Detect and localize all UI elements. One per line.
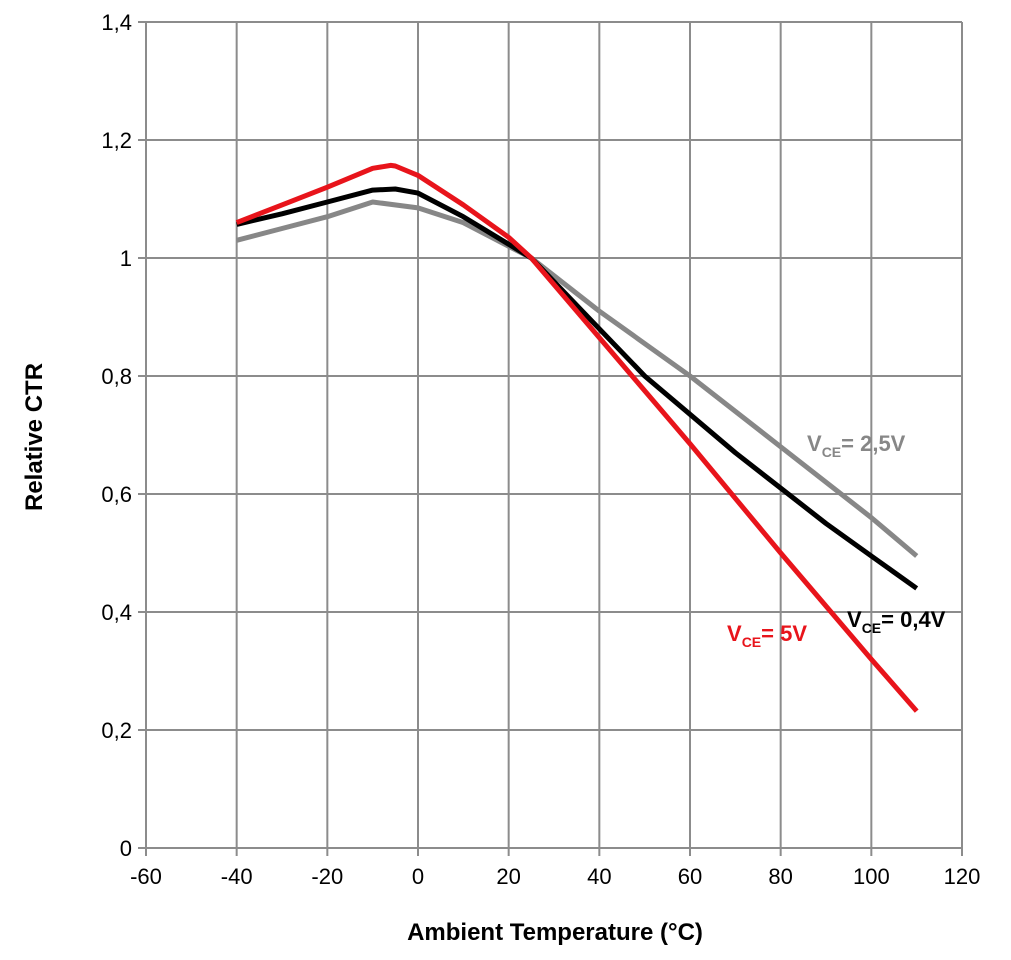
series-label-main: V (727, 621, 742, 646)
series-line-0 (236, 199, 919, 558)
y-tick-label: 0,2 (101, 718, 132, 743)
x-tick-label: 60 (678, 864, 702, 889)
x-tick-label: 40 (587, 864, 611, 889)
y-tick-label: 1,4 (101, 10, 132, 35)
series-label-sub: CE (862, 620, 881, 636)
series-line-2 (235, 162, 919, 713)
series-label-0: VCE= 2,5V (807, 431, 906, 460)
grid (145, 21, 963, 849)
axes (138, 21, 963, 856)
x-axis-title: Ambient Temperature (°C) (407, 919, 703, 946)
x-tick-label: 20 (496, 864, 520, 889)
tick-labels: -60 -40 -20 0 20 40 60 80 100 120 0 0,2 0,4 0,6 0,8 1 1,… (101, 10, 980, 889)
y-tick-label: 1,2 (101, 128, 132, 153)
series-label-2: VCE= 5V (727, 621, 807, 650)
series-label-sub: CE (822, 444, 841, 460)
y-tick-label: 1 (120, 246, 132, 271)
series-label-main: V (807, 431, 822, 456)
y-tick-label: 0 (120, 836, 132, 861)
x-tick-label: 80 (768, 864, 792, 889)
series-lines (235, 162, 919, 713)
x-tick-label: -60 (130, 864, 162, 889)
series-line-1 (236, 186, 919, 591)
series-label-rest: = 2,5V (841, 431, 906, 456)
series-label-main: V (847, 607, 862, 632)
x-tick-label: -40 (221, 864, 253, 889)
y-tick-label: 0,8 (101, 364, 132, 389)
x-tick-label: 120 (944, 864, 981, 889)
y-tick-label: 0,4 (101, 600, 132, 625)
series-label-sub: CE (742, 634, 761, 650)
series-label-1: VCE= 0,4V (847, 607, 946, 636)
x-tick-label: 100 (853, 864, 890, 889)
series-label-rest: = 0,4V (881, 607, 946, 632)
series-label-rest: = 5V (761, 621, 807, 646)
x-tick-label: 0 (412, 864, 424, 889)
y-tick-label: 0,6 (101, 482, 132, 507)
x-tick-label: -20 (311, 864, 343, 889)
y-axis-title: Relative CTR (21, 363, 48, 511)
